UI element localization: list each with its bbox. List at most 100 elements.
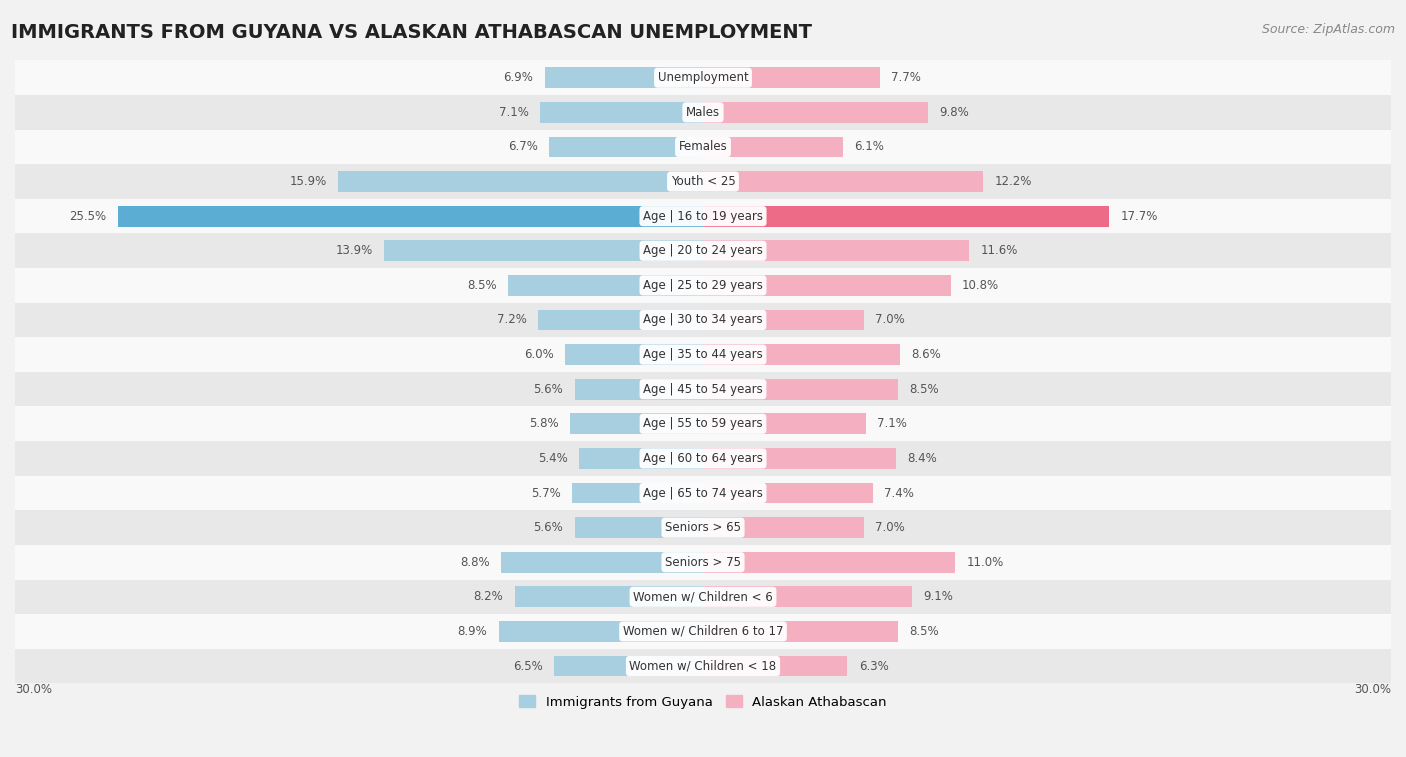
Bar (703, 102, 928, 123)
Text: Age | 60 to 64 years: Age | 60 to 64 years (643, 452, 763, 465)
Text: 8.2%: 8.2% (474, 590, 503, 603)
Bar (703, 171, 983, 192)
Bar (703, 136, 842, 157)
Text: 7.0%: 7.0% (875, 313, 904, 326)
Text: Women w/ Children < 6: Women w/ Children < 6 (633, 590, 773, 603)
Bar (703, 344, 900, 365)
Bar (703, 587, 911, 607)
Bar (15, 441, 1391, 475)
Text: 5.7%: 5.7% (531, 487, 561, 500)
Bar (15, 338, 1391, 372)
Legend: Immigrants from Guyana, Alaskan Athabascan: Immigrants from Guyana, Alaskan Athabasc… (515, 690, 891, 714)
Text: 7.1%: 7.1% (499, 106, 529, 119)
Text: 12.2%: 12.2% (994, 175, 1032, 188)
Text: 8.5%: 8.5% (910, 383, 939, 396)
Text: Age | 65 to 74 years: Age | 65 to 74 years (643, 487, 763, 500)
Text: Women w/ Children < 18: Women w/ Children < 18 (630, 659, 776, 672)
Bar (15, 164, 1391, 199)
Bar (15, 614, 1391, 649)
Bar (703, 656, 848, 677)
Bar (575, 517, 703, 538)
Bar (703, 241, 969, 261)
Text: Youth < 25: Youth < 25 (671, 175, 735, 188)
Text: 6.9%: 6.9% (503, 71, 533, 84)
Bar (538, 310, 703, 330)
Text: 6.7%: 6.7% (508, 141, 538, 154)
Text: 15.9%: 15.9% (290, 175, 326, 188)
Text: 17.7%: 17.7% (1121, 210, 1157, 223)
Text: 7.0%: 7.0% (875, 521, 904, 534)
Bar (15, 372, 1391, 407)
Text: 6.1%: 6.1% (855, 141, 884, 154)
Text: 8.8%: 8.8% (460, 556, 489, 569)
Text: Males: Males (686, 106, 720, 119)
Text: Seniors > 75: Seniors > 75 (665, 556, 741, 569)
Bar (15, 475, 1391, 510)
Text: 5.4%: 5.4% (538, 452, 568, 465)
Bar (501, 552, 703, 572)
Text: 13.9%: 13.9% (336, 245, 373, 257)
Text: 6.5%: 6.5% (513, 659, 543, 672)
Text: 6.0%: 6.0% (524, 348, 554, 361)
Bar (703, 413, 866, 435)
Text: Age | 30 to 34 years: Age | 30 to 34 years (643, 313, 763, 326)
Bar (15, 510, 1391, 545)
Bar (544, 67, 703, 88)
Text: 11.0%: 11.0% (967, 556, 1004, 569)
Text: 8.5%: 8.5% (467, 279, 496, 292)
Bar (15, 61, 1391, 95)
Text: Age | 25 to 29 years: Age | 25 to 29 years (643, 279, 763, 292)
Text: 8.5%: 8.5% (910, 625, 939, 638)
Bar (15, 129, 1391, 164)
Bar (15, 580, 1391, 614)
Text: 25.5%: 25.5% (70, 210, 107, 223)
Text: 8.6%: 8.6% (911, 348, 942, 361)
Text: 5.6%: 5.6% (533, 521, 564, 534)
Bar (15, 95, 1391, 129)
Text: 10.8%: 10.8% (962, 279, 1000, 292)
Text: Age | 16 to 19 years: Age | 16 to 19 years (643, 210, 763, 223)
Bar (15, 199, 1391, 233)
Bar (703, 552, 955, 572)
Text: 30.0%: 30.0% (15, 684, 52, 696)
Text: IMMIGRANTS FROM GUYANA VS ALASKAN ATHABASCAN UNEMPLOYMENT: IMMIGRANTS FROM GUYANA VS ALASKAN ATHABA… (11, 23, 813, 42)
Text: Age | 35 to 44 years: Age | 35 to 44 years (643, 348, 763, 361)
Bar (569, 413, 703, 435)
Text: 7.1%: 7.1% (877, 417, 907, 430)
Text: 9.1%: 9.1% (924, 590, 953, 603)
Text: 7.4%: 7.4% (884, 487, 914, 500)
Bar (703, 517, 863, 538)
Bar (15, 407, 1391, 441)
Bar (703, 310, 863, 330)
Bar (15, 233, 1391, 268)
Bar (703, 378, 898, 400)
Bar (572, 483, 703, 503)
Bar (703, 275, 950, 296)
Bar (703, 483, 873, 503)
Bar (575, 378, 703, 400)
Bar (550, 136, 703, 157)
Bar (15, 268, 1391, 303)
Bar (579, 448, 703, 469)
Bar (703, 448, 896, 469)
Bar (703, 206, 1109, 226)
Bar (15, 303, 1391, 338)
Bar (15, 545, 1391, 580)
Bar (540, 102, 703, 123)
Text: 5.8%: 5.8% (529, 417, 558, 430)
Text: 11.6%: 11.6% (980, 245, 1018, 257)
Text: Source: ZipAtlas.com: Source: ZipAtlas.com (1261, 23, 1395, 36)
Text: 7.2%: 7.2% (496, 313, 526, 326)
Text: Age | 55 to 59 years: Age | 55 to 59 years (643, 417, 763, 430)
Text: 9.8%: 9.8% (939, 106, 969, 119)
Bar (554, 656, 703, 677)
Text: Seniors > 65: Seniors > 65 (665, 521, 741, 534)
Text: Age | 45 to 54 years: Age | 45 to 54 years (643, 383, 763, 396)
Text: Unemployment: Unemployment (658, 71, 748, 84)
Text: 6.3%: 6.3% (859, 659, 889, 672)
Bar (515, 587, 703, 607)
Text: 8.9%: 8.9% (458, 625, 488, 638)
Bar (384, 241, 703, 261)
Bar (339, 171, 703, 192)
Text: 5.6%: 5.6% (533, 383, 564, 396)
